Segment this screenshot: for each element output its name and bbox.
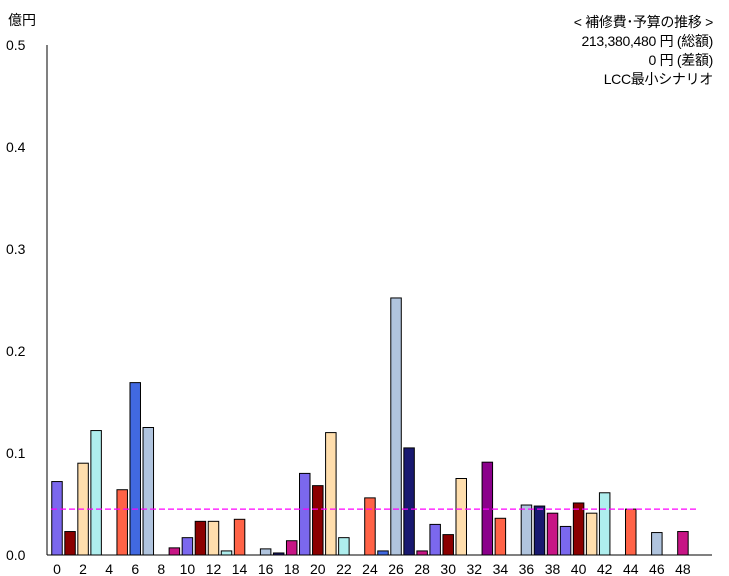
bar xyxy=(520,504,533,556)
bar xyxy=(625,508,637,556)
bar xyxy=(325,432,337,556)
bar xyxy=(442,534,454,556)
bar xyxy=(598,492,611,556)
bar xyxy=(455,478,467,556)
bar xyxy=(651,532,663,556)
x-tick-label: 6 xyxy=(131,561,139,576)
y-tick-label: 0.4 xyxy=(6,139,26,155)
bar xyxy=(299,472,311,556)
x-tick-label: 46 xyxy=(649,561,665,576)
x-tick-label: 38 xyxy=(545,561,561,576)
bar xyxy=(272,552,285,556)
y-tick-label: 0.5 xyxy=(6,37,26,53)
x-tick-label: 16 xyxy=(258,561,274,576)
bar xyxy=(207,520,220,556)
bar xyxy=(51,481,63,556)
bar xyxy=(546,512,559,556)
bar xyxy=(129,382,141,556)
x-tick-label: 40 xyxy=(571,561,587,576)
y-tick-label: 0.2 xyxy=(6,343,26,359)
bar xyxy=(403,447,415,556)
bar xyxy=(677,531,689,556)
bar xyxy=(233,518,246,556)
y-tick-label: 0.1 xyxy=(6,445,26,461)
bar xyxy=(533,505,546,556)
x-tick-label: 48 xyxy=(675,561,691,576)
bar xyxy=(572,502,585,556)
bar xyxy=(116,489,128,556)
legend-diff: 0 円 (差額) xyxy=(648,52,714,68)
x-tick-label: 32 xyxy=(466,561,482,576)
x-tick-label: 28 xyxy=(414,561,430,576)
y-unit-label: 億円 xyxy=(8,12,36,28)
x-tick-label: 22 xyxy=(336,561,352,576)
x-tick-label: 8 xyxy=(157,561,165,576)
x-tick-label: 34 xyxy=(493,561,509,576)
x-tick-label: 18 xyxy=(284,561,300,576)
x-tick-label: 26 xyxy=(388,561,404,576)
bar xyxy=(220,550,233,556)
bar xyxy=(585,512,598,556)
bar xyxy=(142,427,155,556)
y-tick-label: 0.0 xyxy=(6,547,26,563)
bar xyxy=(377,550,389,556)
bar xyxy=(312,485,324,556)
bar xyxy=(390,297,402,556)
bar xyxy=(416,550,428,556)
bar xyxy=(285,540,298,556)
x-tick-label: 0 xyxy=(53,561,61,576)
x-tick-label: 24 xyxy=(362,561,378,576)
bar xyxy=(194,520,207,556)
x-tick-label: 12 xyxy=(206,561,222,576)
x-tick-label: 14 xyxy=(232,561,248,576)
bar xyxy=(364,497,376,556)
x-tick-label: 20 xyxy=(310,561,326,576)
legend-title: < 補修費･予算の推移 > xyxy=(573,14,714,30)
bar xyxy=(259,548,272,556)
x-tick-label: 4 xyxy=(105,561,113,576)
bar xyxy=(559,525,572,556)
x-tick-label: 10 xyxy=(180,561,196,576)
bar xyxy=(64,531,76,556)
y-tick-label: 0.3 xyxy=(6,241,26,257)
legend-scenario: LCC最小シナリオ xyxy=(603,71,714,87)
legend-total: 213,380,480 円 (総額) xyxy=(581,33,713,49)
bar xyxy=(429,523,441,556)
x-tick-label: 30 xyxy=(440,561,456,576)
bar xyxy=(181,537,194,556)
bar xyxy=(338,537,350,556)
bar xyxy=(90,430,102,556)
x-tick-label: 44 xyxy=(623,561,639,576)
x-tick-label: 42 xyxy=(597,561,613,576)
bar xyxy=(168,547,181,556)
chart-legend: < 補修費･予算の推移 > 213,380,480 円 (総額) 0 円 (差額… xyxy=(573,13,714,89)
x-tick-label: 2 xyxy=(79,561,87,576)
bar xyxy=(494,517,507,556)
bars xyxy=(51,297,689,556)
x-tick-label: 36 xyxy=(519,561,535,576)
